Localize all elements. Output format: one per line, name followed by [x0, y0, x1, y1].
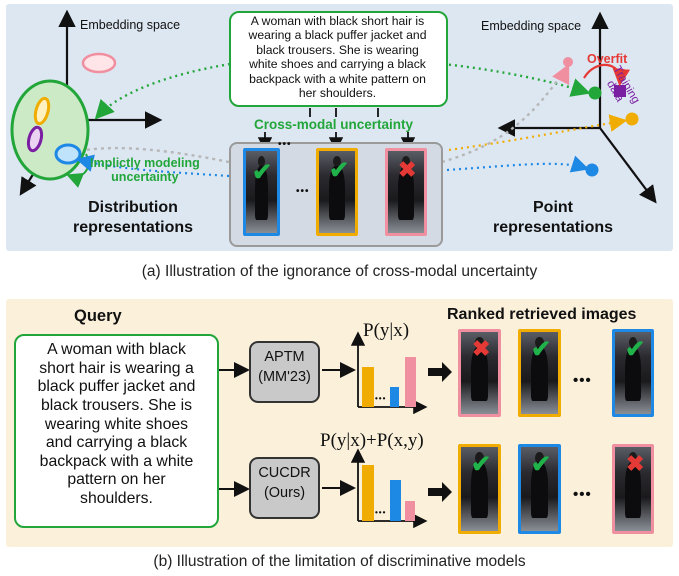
pink-dotted-right: [551, 63, 570, 86]
overfit-label: Overfit: [587, 52, 628, 66]
orange-dotted-right: [448, 114, 628, 152]
model-line: CUCDR: [258, 465, 311, 481]
ellipsis-top: •••: [278, 139, 292, 150]
panel-a-image-orange: ✔: [316, 148, 358, 236]
check-icon: ✔: [531, 336, 552, 363]
right-representation-title: Point representations: [488, 198, 618, 237]
green-dotted-right: [442, 62, 591, 97]
training-data-square: [614, 85, 626, 97]
model-line: APTM: [264, 349, 305, 365]
left-representation-title: Distribution representations: [68, 198, 198, 237]
implicit-label: Implictly modeling uncertainty: [90, 156, 200, 185]
chart1-ellipsis: •••: [375, 394, 387, 403]
row2-image-blue: ✔: [518, 444, 561, 534]
query-to-model-connectors: [218, 362, 250, 497]
row2-image-pink: ✖: [612, 444, 654, 534]
panel-b-query-text: A woman with black short hair is wearing…: [15, 341, 218, 509]
panel-a-image-pink: ✖: [385, 148, 427, 236]
formula-1: P(y|x): [363, 320, 410, 341]
implicit-line: uncertainty: [111, 170, 179, 185]
cucdr-model-box: CUCDR (Ours): [249, 457, 320, 519]
chart2-bar-pink: [405, 501, 415, 521]
caption-b: (b) Illustration of the limitation of di…: [153, 553, 526, 570]
query-line: shoulders.: [80, 490, 153, 507]
query-line: wearing a black puffer jacket and: [248, 28, 427, 43]
check-icon: ✔: [471, 451, 492, 478]
query-line: black trousers. She is wearing: [256, 42, 419, 57]
overfit-arrow: [583, 63, 631, 87]
chart2-bar-orange: [362, 465, 374, 521]
green-point: [588, 86, 602, 100]
cross-icon: ✖: [626, 451, 645, 476]
query-line: and carrying a black: [45, 434, 188, 452]
row1-image-pink: ✖: [458, 329, 501, 417]
query-line: backpack with a white pattern on: [249, 71, 426, 86]
caption-a: (a) Illustration of the ignorance of cro…: [141, 263, 538, 280]
row2-ellipsis: •••: [573, 486, 592, 503]
embedding-label-right: Embedding space: [481, 19, 582, 33]
chart1-bar-pink: [405, 357, 416, 407]
embedding-label-left: Embedding space: [80, 18, 181, 32]
query-line: short hair is wearing a: [39, 359, 194, 377]
check-icon: ✔: [252, 159, 273, 186]
check-icon: ✔: [625, 336, 646, 363]
query-title: Query: [74, 307, 122, 325]
right-title-line: representations: [492, 218, 614, 236]
aptm-model-box: APTM (MM'23): [249, 341, 320, 403]
implicit-line: Implictly modeling: [90, 156, 200, 170]
gray-dotted-right: [441, 73, 563, 164]
query-line: pattern on her: [67, 471, 166, 489]
query-line: backpack with a white: [39, 452, 194, 470]
bar-chart-1: [350, 331, 428, 415]
panel-a-query-text: A woman with black short hair is wearing…: [230, 14, 445, 100]
left-title-line: Distribution: [88, 199, 178, 216]
row1-image-orange: ✔: [518, 329, 561, 417]
cross-icon: ✖: [472, 336, 491, 361]
panel-a-image-blue: ✔: [243, 148, 280, 236]
ellipsis-mid: •••: [296, 186, 310, 197]
result-arrows: [428, 362, 452, 502]
chart2-ellipsis: •••: [375, 508, 387, 517]
chart2-bar-blue: [390, 480, 401, 521]
model-line: (Ours): [263, 484, 306, 501]
cross-icon: ✖: [398, 157, 417, 182]
bar-chart-2: [350, 448, 428, 529]
cross-modal-label: Cross-modal uncertainty: [252, 117, 416, 132]
chart1-bar-orange: [362, 367, 374, 407]
row1-image-blue: ✔: [612, 329, 654, 417]
pink-distribution: [81, 52, 117, 74]
blue-distribution: [54, 143, 82, 165]
model-line: (MM'23): [258, 368, 311, 385]
query-line: black puffer jacket and: [37, 378, 196, 396]
check-icon: ✔: [531, 451, 552, 478]
check-icon: ✔: [329, 157, 350, 184]
row1-ellipsis: •••: [573, 372, 592, 389]
query-line: her shoulders.: [298, 85, 377, 100]
query-line: A woman with black: [47, 341, 186, 358]
panel-b-query-box: [14, 334, 219, 528]
query-line: black trousers. She is: [40, 396, 192, 414]
row2-image-orange: ✔: [458, 444, 501, 534]
chart1-bar-blue: [390, 387, 399, 407]
orange-point: [625, 112, 639, 126]
formula-2: P(y|x)+P(x,y): [320, 430, 424, 451]
panel-a-query-box: [229, 11, 448, 107]
right-title-line: Point: [533, 199, 573, 216]
ranked-title: Ranked retrieved images: [447, 306, 637, 323]
query-line: wearing white shoes: [44, 415, 189, 433]
orange-distribution: [33, 96, 51, 126]
left-title-line: representations: [72, 218, 194, 236]
purple-distribution: [26, 125, 44, 153]
query-line: white shoes and carrying a black: [249, 57, 426, 72]
query-line: A woman with black short hair is: [250, 14, 425, 28]
right-axes: [497, 11, 657, 204]
